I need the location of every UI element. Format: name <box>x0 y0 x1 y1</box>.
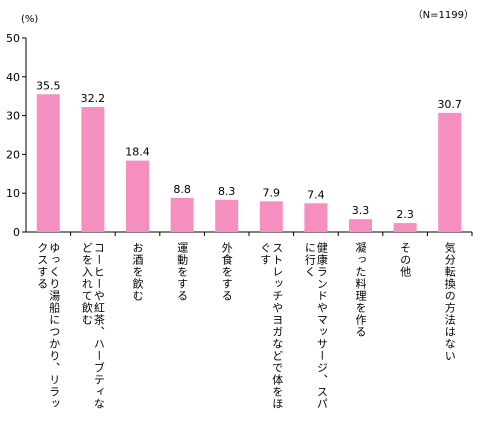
bar-value-label: 8.8 <box>173 183 191 196</box>
category-label: どを入れて飲む <box>80 242 93 326</box>
bar <box>438 112 462 232</box>
bar <box>215 199 239 232</box>
bar <box>393 223 417 232</box>
bar <box>81 107 105 232</box>
category-label: その他 <box>399 242 412 278</box>
category-label: 外食をする <box>220 242 233 302</box>
bar <box>304 203 328 232</box>
bar-value-label: 8.3 <box>218 185 236 198</box>
category-label: ぐす <box>259 242 272 266</box>
bar-value-label: 18.4 <box>125 146 150 159</box>
bar <box>170 197 194 232</box>
y-axis-unit-label: (%) <box>21 14 38 25</box>
bar <box>36 94 60 232</box>
category-label: 気分転換の方法はない <box>443 241 456 362</box>
y-tick-label: 30 <box>6 110 20 123</box>
bar-value-label: 3.3 <box>352 204 370 217</box>
sample-size-note: （N=1199） <box>413 9 474 21</box>
bar-value-label: 32.2 <box>81 92 106 105</box>
y-tick-label: 50 <box>6 32 20 45</box>
category-label: ゆっくり湯船につかり、リラッ <box>48 242 61 410</box>
bar-value-label: 2.3 <box>396 208 414 221</box>
category-label: コーヒーや紅茶、ハーブティな <box>92 242 105 410</box>
category-label: お酒を飲む <box>131 242 144 302</box>
bar <box>126 160 149 232</box>
bar <box>349 219 372 232</box>
bar-value-label: 35.5 <box>36 79 61 92</box>
category-label: に行く <box>303 242 316 278</box>
bar-value-label: 7.9 <box>263 186 281 199</box>
bar-value-label: 7.4 <box>307 188 325 201</box>
y-tick-label: 20 <box>6 148 20 161</box>
category-label: クスする <box>36 242 49 290</box>
category-label: 健康ランドやマッサージ、スパ <box>315 242 328 410</box>
y-tick-label: 10 <box>6 187 20 200</box>
y-tick-label: 0 <box>13 226 20 239</box>
bars: 35.5 32.2 18.4 8.8 8.3 7.9 7.4 3.3 2.3 30.7 <box>36 79 462 232</box>
category-label: 凝った料理を作る <box>354 241 367 338</box>
bar-value-label: 30.7 <box>437 98 462 111</box>
bar <box>259 201 283 232</box>
category-label: 運動をする <box>176 242 189 302</box>
y-tick-label: 40 <box>6 71 20 84</box>
category-label: ストレッチやヨガなどで体をほ <box>271 242 284 410</box>
